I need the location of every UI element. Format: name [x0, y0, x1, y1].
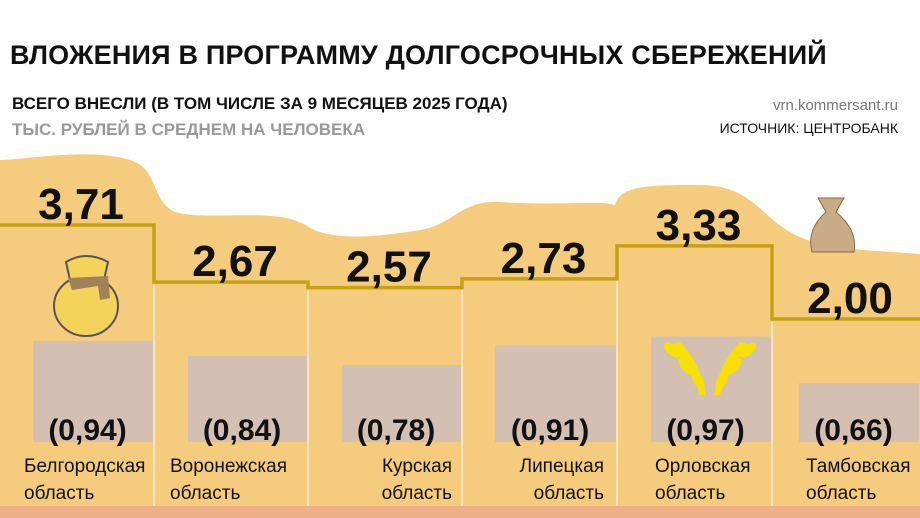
region-label: область	[806, 483, 876, 504]
bar-2025	[342, 365, 461, 442]
2025-value-label: (0,78)	[357, 414, 435, 447]
total-value-label: 3,33	[656, 201, 742, 250]
bar-2025	[188, 356, 307, 442]
region-label: область	[655, 483, 725, 504]
region-label: Липецкая	[520, 456, 604, 477]
2025-value-label: (0,94)	[48, 414, 126, 447]
region-label: Белгородская	[24, 456, 145, 477]
wheat-ears-icon	[663, 342, 757, 395]
region-label: Курская	[382, 456, 452, 477]
region-label: область	[382, 483, 452, 504]
bar-2025	[495, 345, 616, 442]
site-url[interactable]: vrn.kommersant.ru	[772, 97, 898, 114]
total-value-label: 2,67	[192, 237, 278, 286]
2025-value-label: (0,97)	[666, 414, 744, 447]
bottom-stripe	[0, 506, 920, 518]
total-step-line	[0, 223, 920, 321]
chart-title: ВЛОЖЕНИЯ В ПРОГРАММУ ДОЛГОСРОЧНЫХ СБЕРЕЖ…	[10, 40, 827, 70]
region-label: область	[24, 483, 94, 504]
total-value-label: 2,00	[807, 274, 893, 323]
sack-icon	[810, 197, 856, 253]
source-note: ИСТОЧНИК: ЦЕНТРОБАНК	[719, 120, 898, 136]
region-label: Воронежская	[170, 456, 287, 477]
2025-value-label: (0,84)	[203, 414, 281, 447]
region-label: Орловская	[655, 456, 751, 477]
subtitle-units: ТЫС. РУБЛЕЙ В СРЕДНЕМ НА ЧЕЛОВЕКА	[12, 120, 365, 139]
2025-value-label: (0,66)	[814, 414, 892, 447]
subtitle-total: ВСЕГО ВНЕСЛИ (В ТОМ ЧИСЛЕ ЗА 9 МЕСЯЦЕВ 2…	[12, 94, 508, 113]
bar-2025	[799, 383, 919, 442]
total-value-label: 2,73	[501, 234, 587, 283]
bar-2025	[33, 341, 153, 442]
region-label: область	[534, 483, 604, 504]
region-label: область	[170, 483, 240, 504]
total-value-label: 3,71	[38, 180, 124, 229]
total-value-label: 2,57	[346, 243, 432, 292]
2025-value-label: (0,91)	[511, 414, 589, 447]
money-bag-gold-icon	[53, 255, 119, 337]
background-hills	[0, 154, 920, 506]
region-label: Тамбовская	[806, 456, 911, 477]
